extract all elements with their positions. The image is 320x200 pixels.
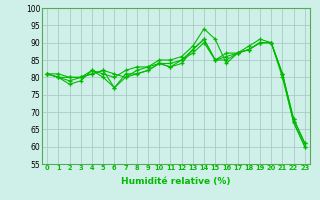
X-axis label: Humidité relative (%): Humidité relative (%) [121, 177, 231, 186]
